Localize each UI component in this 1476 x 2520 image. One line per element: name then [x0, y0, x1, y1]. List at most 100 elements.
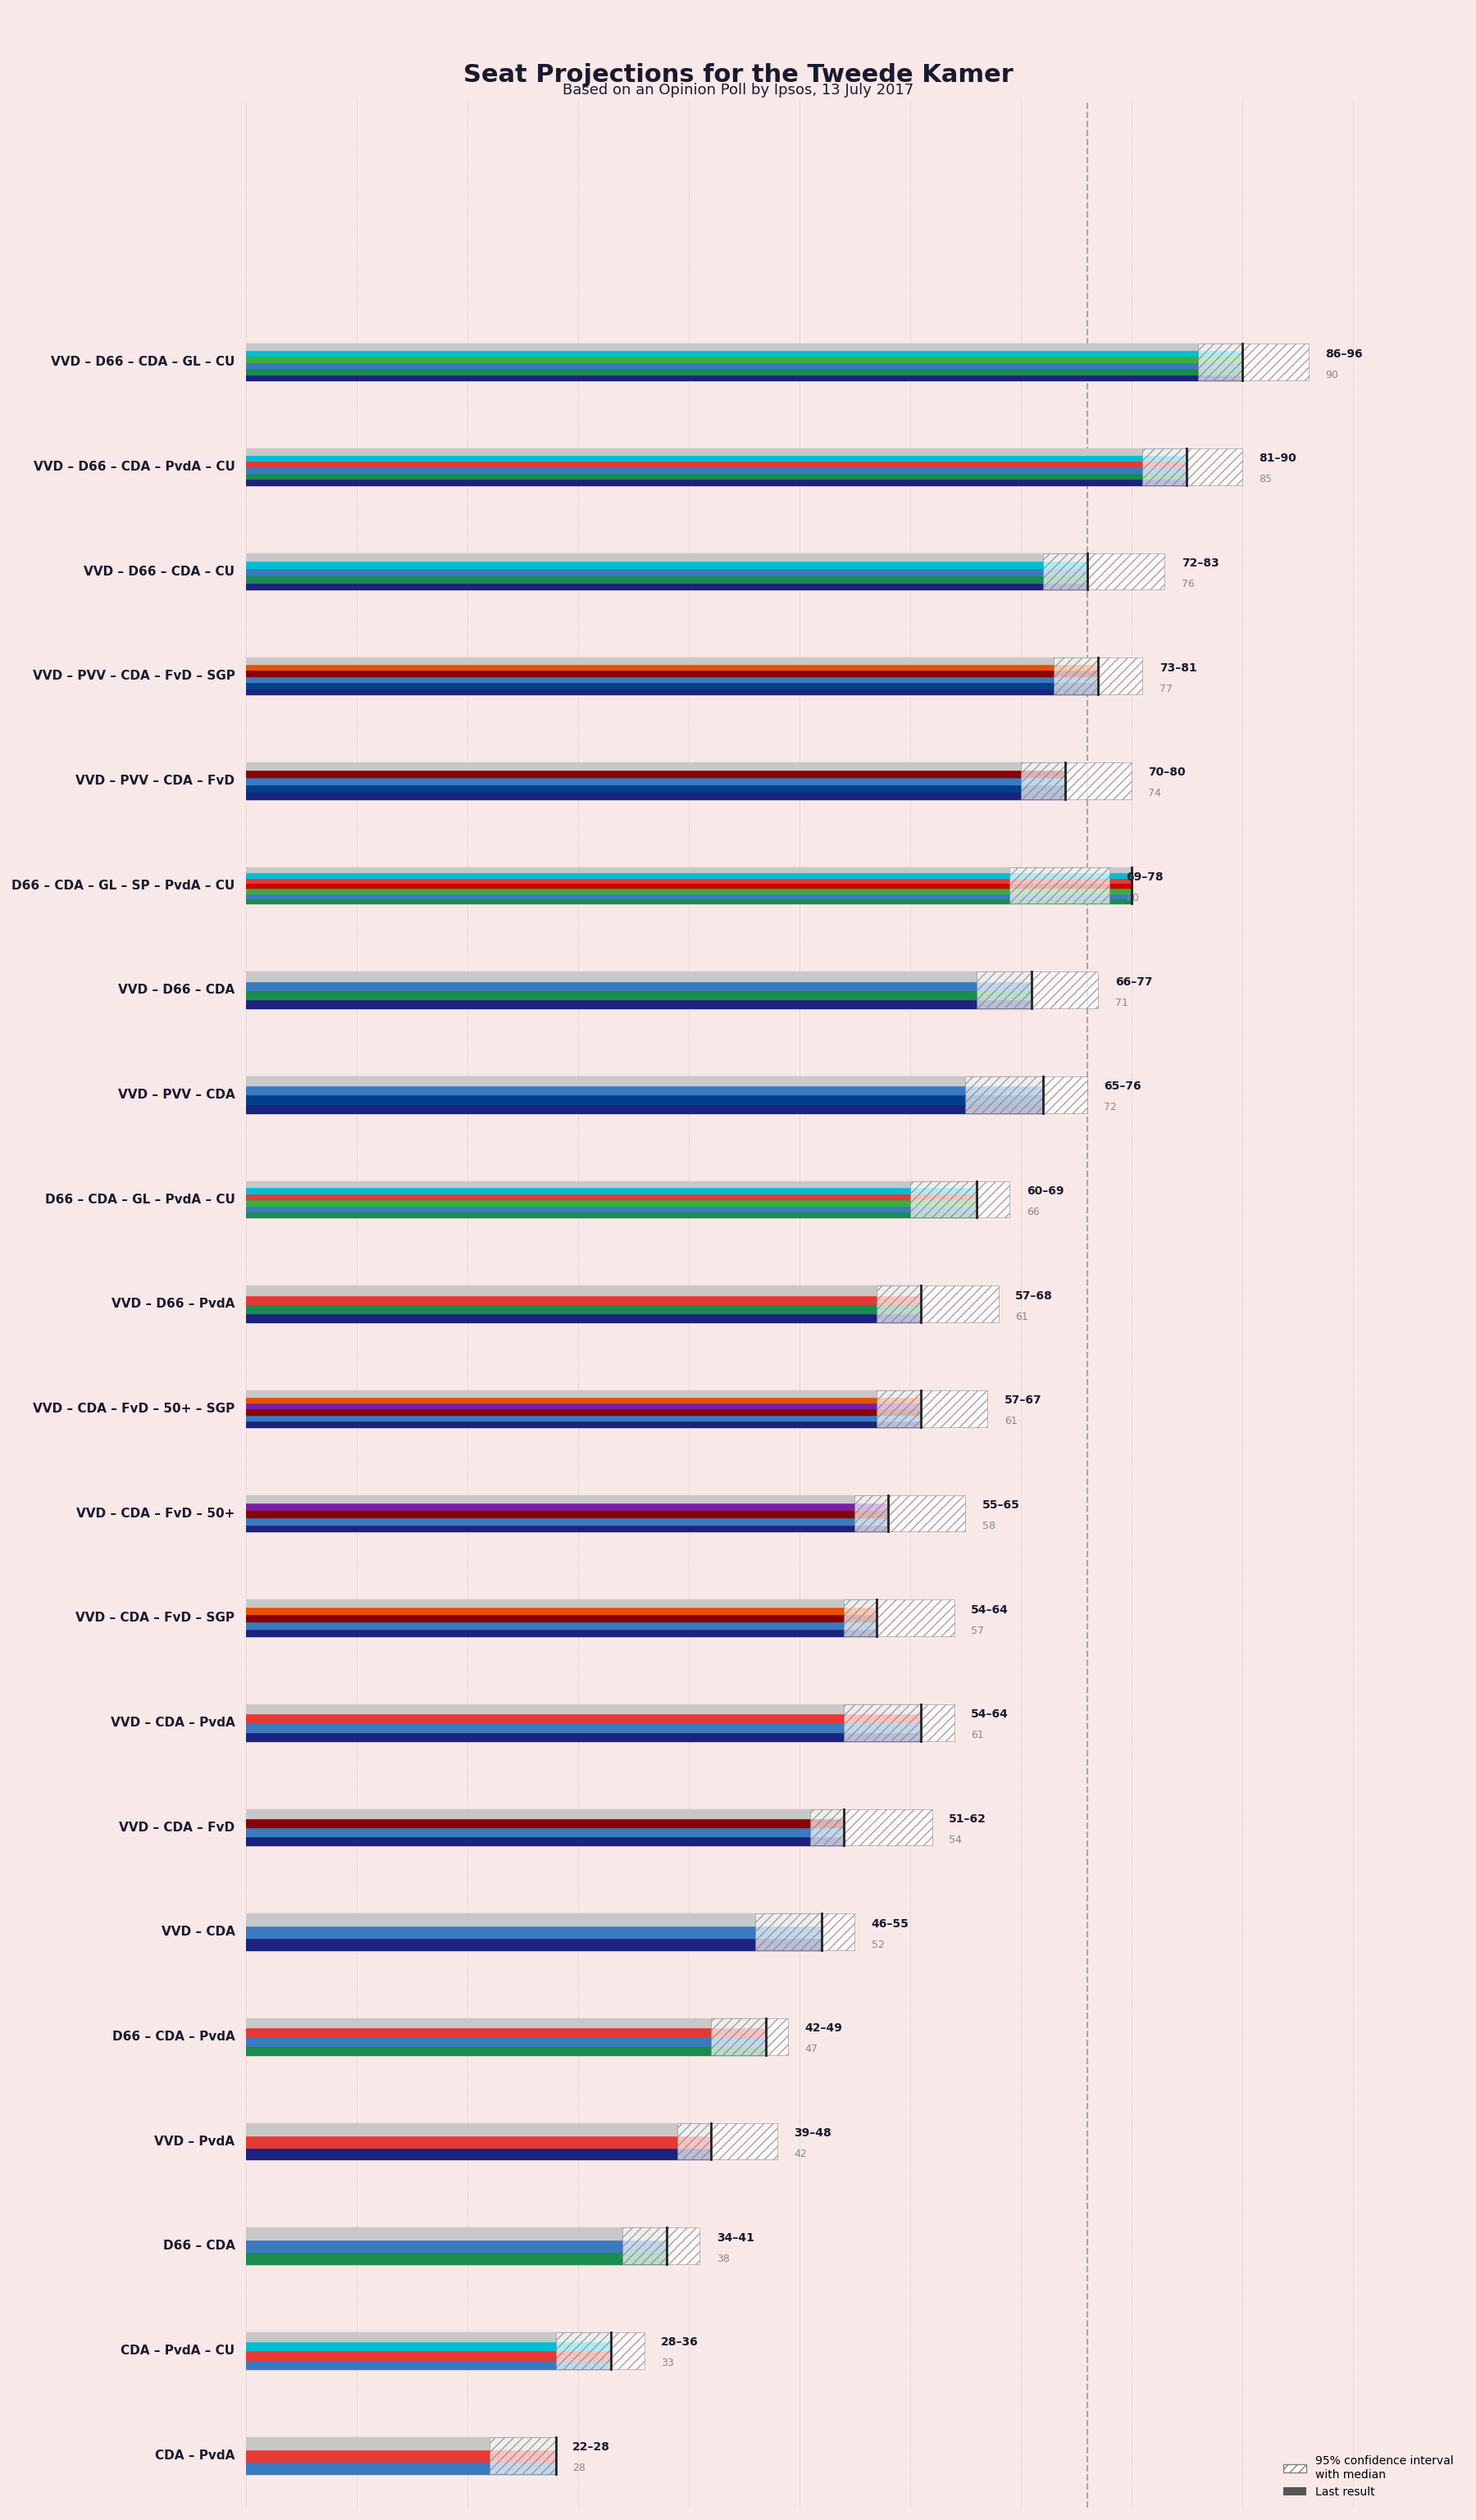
Bar: [246, 2253, 667, 2265]
Text: 38: 38: [716, 2253, 729, 2263]
Bar: [246, 1809, 844, 1819]
Bar: [246, 764, 1066, 769]
Bar: [246, 900, 1132, 905]
Text: VVD – PVV – CDA – FvD – SGP: VVD – PVV – CDA – FvD – SGP: [32, 670, 235, 683]
Text: VVD – CDA – PvdA: VVD – CDA – PvdA: [111, 1716, 235, 1729]
Bar: [246, 1076, 1044, 1086]
Bar: [246, 980, 1032, 990]
Text: VVD – D66 – CDA – GL – CU: VVD – D66 – CDA – GL – CU: [50, 355, 235, 368]
Bar: [677, 2122, 778, 2160]
Bar: [246, 2036, 766, 2046]
Legend: 95% confidence interval
with median, Last result: 95% confidence interval with median, Las…: [1278, 2452, 1458, 2502]
Text: VVD – D66 – CDA: VVD – D66 – CDA: [118, 983, 235, 995]
Bar: [246, 2019, 766, 2029]
Text: VVD – PVV – CDA: VVD – PVV – CDA: [118, 1089, 235, 1101]
Bar: [246, 1086, 1044, 1094]
Text: 54–64: 54–64: [971, 1603, 1008, 1615]
Bar: [1021, 764, 1132, 799]
Bar: [246, 784, 1066, 791]
Bar: [844, 1600, 955, 1635]
Bar: [246, 479, 1187, 486]
Bar: [246, 769, 1066, 776]
Bar: [246, 1600, 877, 1608]
Text: 90: 90: [1325, 370, 1339, 381]
Bar: [246, 663, 1098, 670]
Text: 76: 76: [1181, 580, 1194, 590]
Text: 58: 58: [982, 1520, 995, 1532]
Bar: [246, 973, 1032, 980]
Text: D66 – CDA – GL – SP – PvdA – CU: D66 – CDA – GL – SP – PvdA – CU: [12, 879, 235, 892]
Bar: [246, 1000, 1032, 1008]
Text: CDA – PvdA – CU: CDA – PvdA – CU: [121, 2344, 235, 2356]
Bar: [246, 658, 1098, 663]
Bar: [756, 1913, 855, 1950]
Text: VVD – CDA: VVD – CDA: [161, 1925, 235, 1938]
Bar: [246, 675, 1098, 683]
Bar: [246, 1094, 1044, 1104]
Bar: [246, 1837, 844, 1845]
Text: 86–96: 86–96: [1325, 348, 1362, 360]
Bar: [246, 350, 1243, 355]
Text: 42–49: 42–49: [804, 2024, 843, 2034]
Bar: [246, 867, 1132, 872]
Bar: [246, 461, 1187, 466]
Bar: [246, 343, 1243, 350]
Text: 57–67: 57–67: [1004, 1394, 1042, 1406]
Bar: [246, 670, 1098, 675]
Bar: [246, 1396, 921, 1404]
Bar: [246, 892, 1132, 900]
Text: Based on an Opinion Poll by Ipsos, 13 July 2017: Based on an Opinion Poll by Ipsos, 13 Ju…: [562, 83, 914, 98]
Text: VVD – D66 – CDA – CU: VVD – D66 – CDA – CU: [84, 564, 235, 577]
Bar: [246, 1608, 877, 1615]
Bar: [246, 1517, 889, 1525]
Text: 39–48: 39–48: [794, 2127, 831, 2139]
Bar: [246, 454, 1187, 461]
Text: 80: 80: [1126, 892, 1139, 902]
Bar: [246, 1724, 921, 1731]
Text: 73–81: 73–81: [1159, 663, 1197, 673]
Text: 65–76: 65–76: [1104, 1081, 1141, 1091]
Bar: [711, 2019, 788, 2054]
Bar: [246, 559, 1088, 567]
Text: VVD – D66 – PvdA: VVD – D66 – PvdA: [112, 1298, 235, 1310]
Bar: [246, 1714, 921, 1724]
Bar: [965, 1076, 1088, 1114]
Bar: [246, 466, 1187, 474]
Bar: [246, 1305, 921, 1313]
Text: 52: 52: [871, 1940, 884, 1950]
Bar: [246, 1182, 977, 1187]
Bar: [844, 1704, 955, 1741]
Bar: [246, 2351, 611, 2359]
Bar: [246, 1502, 889, 1509]
Text: 28–36: 28–36: [661, 2336, 698, 2349]
Bar: [246, 2334, 611, 2341]
Bar: [246, 683, 1098, 688]
Text: 81–90: 81–90: [1259, 454, 1296, 464]
Text: 72–83: 72–83: [1181, 557, 1219, 570]
Text: 72: 72: [1104, 1101, 1117, 1114]
Bar: [246, 1913, 822, 1925]
Text: 42: 42: [794, 2150, 807, 2160]
Bar: [810, 1809, 933, 1845]
Text: CDA – PvdA: CDA – PvdA: [155, 2449, 235, 2462]
Bar: [246, 1313, 921, 1323]
Text: 57: 57: [971, 1625, 984, 1635]
Bar: [246, 1194, 977, 1200]
Bar: [246, 1409, 921, 1414]
Bar: [246, 882, 1132, 887]
Bar: [246, 1509, 889, 1517]
Bar: [246, 1187, 977, 1194]
Bar: [246, 2046, 766, 2054]
Bar: [623, 2228, 700, 2265]
Text: 74: 74: [1148, 789, 1162, 799]
Bar: [246, 688, 1098, 696]
Bar: [1044, 554, 1165, 590]
Bar: [246, 363, 1243, 368]
Bar: [246, 1819, 844, 1827]
Text: 55–65: 55–65: [982, 1499, 1020, 1512]
Bar: [246, 2029, 766, 2036]
Bar: [246, 1104, 1044, 1114]
Bar: [246, 2462, 556, 2475]
Text: VVD – PVV – CDA – FvD: VVD – PVV – CDA – FvD: [75, 774, 235, 786]
Text: 77: 77: [1159, 683, 1172, 693]
